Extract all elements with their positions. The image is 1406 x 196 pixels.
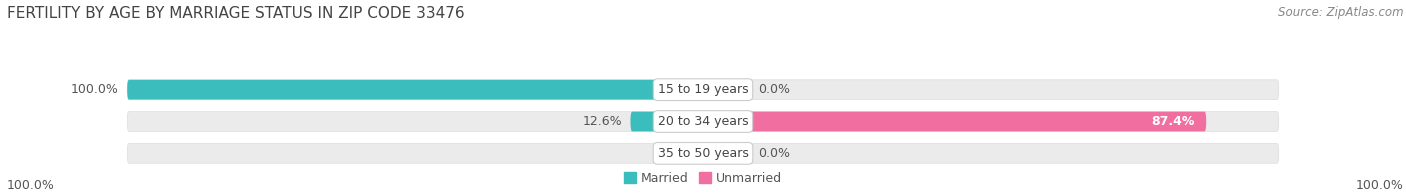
FancyBboxPatch shape <box>703 143 1279 163</box>
FancyBboxPatch shape <box>127 112 703 131</box>
Text: 0.0%: 0.0% <box>758 83 790 96</box>
Legend: Married, Unmarried: Married, Unmarried <box>619 167 787 190</box>
Text: 35 to 50 years: 35 to 50 years <box>658 147 748 160</box>
Text: 0.0%: 0.0% <box>659 147 692 160</box>
Text: 15 to 19 years: 15 to 19 years <box>658 83 748 96</box>
FancyBboxPatch shape <box>127 80 703 100</box>
Text: FERTILITY BY AGE BY MARRIAGE STATUS IN ZIP CODE 33476: FERTILITY BY AGE BY MARRIAGE STATUS IN Z… <box>7 6 464 21</box>
Text: Source: ZipAtlas.com: Source: ZipAtlas.com <box>1278 6 1403 19</box>
FancyBboxPatch shape <box>630 112 703 131</box>
FancyBboxPatch shape <box>127 80 703 100</box>
Text: 20 to 34 years: 20 to 34 years <box>658 115 748 128</box>
Text: 100.0%: 100.0% <box>1355 179 1403 192</box>
Text: 0.0%: 0.0% <box>758 147 790 160</box>
Text: 87.4%: 87.4% <box>1152 115 1195 128</box>
FancyBboxPatch shape <box>703 80 1279 100</box>
FancyBboxPatch shape <box>703 112 1206 131</box>
Text: 12.6%: 12.6% <box>582 115 621 128</box>
FancyBboxPatch shape <box>703 80 749 100</box>
FancyBboxPatch shape <box>127 143 703 163</box>
Text: 100.0%: 100.0% <box>70 83 118 96</box>
FancyBboxPatch shape <box>703 143 749 163</box>
FancyBboxPatch shape <box>703 112 1279 131</box>
Text: 100.0%: 100.0% <box>7 179 55 192</box>
